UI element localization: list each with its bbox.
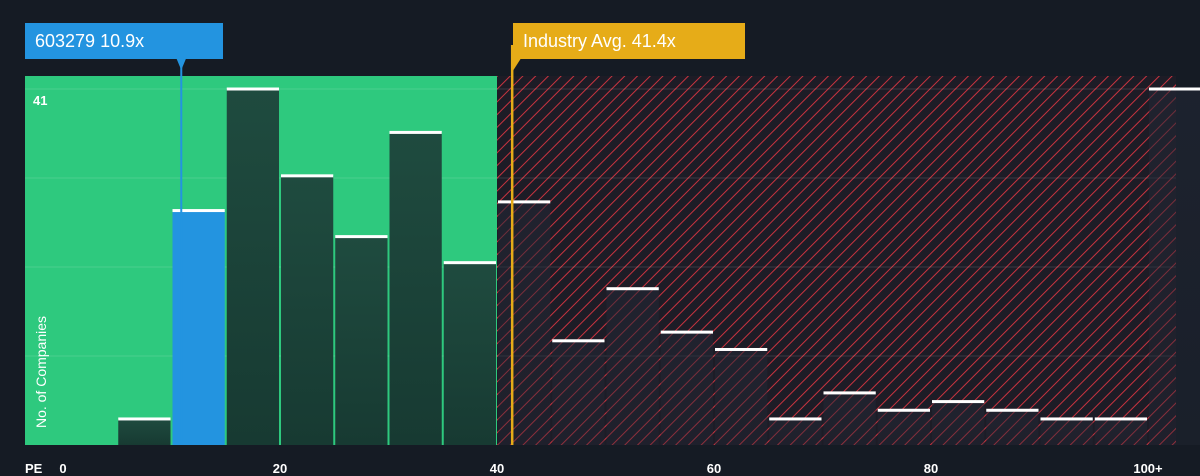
histogram-bar <box>552 340 605 445</box>
histogram-bar <box>389 132 442 446</box>
histogram-bar <box>769 418 822 445</box>
bar-top-cap <box>281 174 334 178</box>
bar-top-cap <box>118 417 171 421</box>
histogram-bar <box>932 401 985 445</box>
bar-top-cap <box>389 130 442 134</box>
histogram-bar <box>1094 418 1147 445</box>
histogram-bar <box>877 410 930 445</box>
histogram-bar <box>498 201 551 445</box>
histogram-bar <box>606 288 659 445</box>
histogram-bar <box>443 262 496 445</box>
bar-top-cap <box>660 330 713 334</box>
histogram-bar <box>281 175 334 445</box>
bar-top-cap <box>498 200 551 204</box>
histogram-bar <box>823 392 876 445</box>
histogram-bar <box>1149 89 1200 445</box>
histogram-bar <box>715 349 768 445</box>
histogram-bar <box>118 418 171 445</box>
industry-average-callout: Industry Avg. 41.4x <box>513 23 745 59</box>
x-tick-label: 80 <box>924 461 938 476</box>
histogram-bar <box>1040 418 1093 445</box>
bar-top-cap <box>606 287 659 291</box>
company-pe-callout: 603279 10.9x <box>25 23 223 59</box>
histogram-bar <box>335 236 388 445</box>
x-axis-label: PE <box>25 461 43 476</box>
histogram-bar <box>660 332 713 445</box>
bar-top-cap <box>715 347 768 351</box>
bar-top-cap <box>1094 417 1147 421</box>
y-axis-max-label: 41 <box>33 93 47 108</box>
bar-top-cap <box>769 417 822 421</box>
x-tick-label: 100+ <box>1133 461 1163 476</box>
bar-top-cap <box>335 235 388 239</box>
bar-top-cap <box>172 209 225 213</box>
histogram-bar <box>226 89 279 445</box>
bar-top-cap <box>226 87 279 91</box>
x-tick-label: 0 <box>59 461 66 476</box>
histogram-bar <box>986 410 1039 445</box>
industry-callout-pointer <box>512 58 522 72</box>
x-tick-label: 20 <box>273 461 287 476</box>
y-axis-label: No. of Companies <box>33 316 49 428</box>
company-callout-pointer <box>176 58 187 70</box>
bar-top-cap <box>1149 87 1200 91</box>
bar-top-cap <box>823 391 876 395</box>
x-tick-label: 40 <box>490 461 504 476</box>
x-tick-label: 60 <box>707 461 721 476</box>
bar-top-cap <box>877 408 930 412</box>
bar-top-cap <box>932 400 985 404</box>
bar-top-cap <box>986 408 1039 412</box>
bar-top-cap <box>1040 417 1093 421</box>
bar-top-cap <box>443 261 496 265</box>
bar-top-cap <box>552 339 605 343</box>
